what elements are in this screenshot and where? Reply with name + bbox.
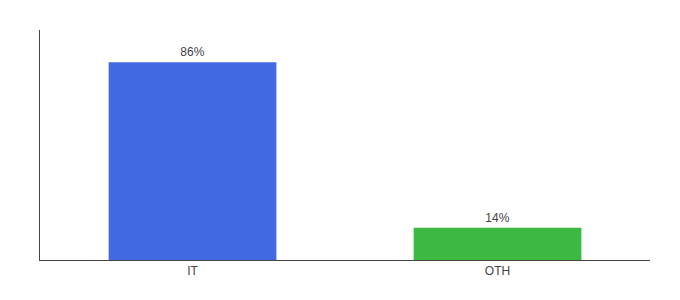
svg-text:86%: 86% bbox=[180, 45, 204, 59]
svg-text:OTH: OTH bbox=[485, 264, 510, 278]
svg-text:IT: IT bbox=[187, 264, 198, 278]
svg-text:14%: 14% bbox=[485, 211, 509, 225]
